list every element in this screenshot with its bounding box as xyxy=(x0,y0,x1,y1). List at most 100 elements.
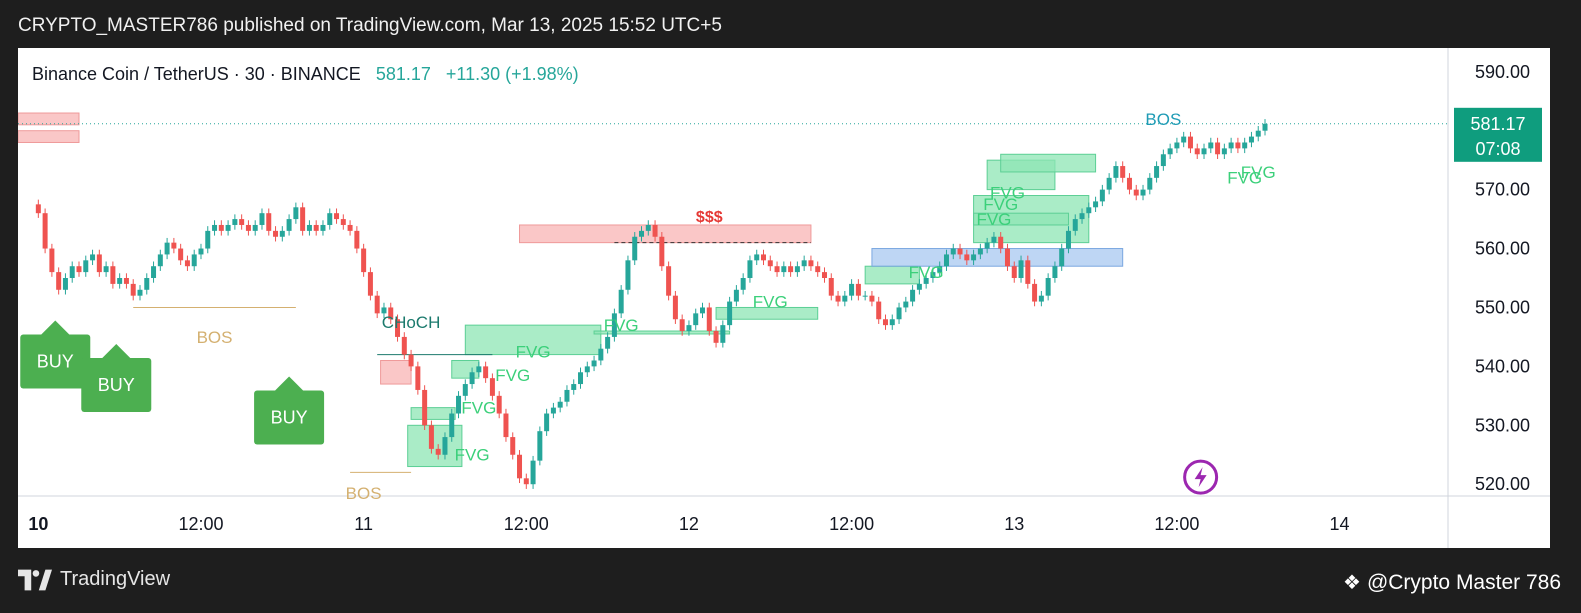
publish-info: CRYPTO_MASTER786 published on TradingVie… xyxy=(18,15,722,36)
candle-body xyxy=(1079,213,1085,220)
buy-signal-arrow xyxy=(275,376,304,391)
fvg-label: FVG xyxy=(753,292,788,311)
candle-body xyxy=(1052,266,1058,278)
candle-body xyxy=(259,213,265,225)
fvg-label: FVG xyxy=(1241,163,1276,182)
candle-body xyxy=(239,219,245,225)
candle-body xyxy=(659,236,665,267)
lightning-icon xyxy=(1183,459,1219,495)
watermark-text: @Crypto Master 786 xyxy=(1366,570,1561,594)
candle-body xyxy=(510,437,516,455)
candle-body xyxy=(69,266,75,278)
candlestick-chart[interactable]: BOSBOSBOSCHoCH$$$FVGFVGFVGFVGFVGFVGFVGFV… xyxy=(18,48,1550,548)
candle-body xyxy=(1194,148,1200,155)
candle-body xyxy=(1120,166,1126,178)
candle-body xyxy=(1154,166,1160,178)
candle-body xyxy=(435,448,441,455)
x-tick-label: 14 xyxy=(1330,514,1350,534)
candle-body xyxy=(1201,148,1207,155)
candle-body xyxy=(415,366,421,390)
candle-body xyxy=(537,431,543,461)
fvg-label: FVG xyxy=(461,399,496,418)
fvg-zone xyxy=(973,212,1069,226)
candle-body xyxy=(1086,207,1092,214)
candle-body xyxy=(83,260,89,273)
candle-body xyxy=(266,213,272,231)
candle-body xyxy=(801,260,807,267)
candle-body xyxy=(340,219,346,225)
candle-body xyxy=(991,236,997,243)
tradingview-brand: TradingView xyxy=(60,568,171,590)
buy-signal-arrow xyxy=(102,344,131,359)
candle-body xyxy=(361,248,367,273)
publish-header: CRYPTO_MASTER786 published on TradingVie… xyxy=(0,0,1581,48)
candle-body xyxy=(835,295,841,302)
candle-body xyxy=(198,248,204,255)
author-watermark: ❖ @Crypto Master 786 xyxy=(1343,570,1561,595)
fvg-zone xyxy=(451,359,480,379)
candle-body xyxy=(496,395,502,414)
candle-body xyxy=(998,236,1004,249)
candle-body xyxy=(774,266,780,273)
candle-body xyxy=(300,207,306,231)
candle-body xyxy=(754,254,760,261)
candle-body xyxy=(1018,260,1024,278)
fvg-label: FVG xyxy=(976,210,1011,229)
candle-body xyxy=(910,289,916,302)
candle-body xyxy=(706,307,712,332)
candle-body xyxy=(381,307,387,314)
candle-body xyxy=(171,242,177,249)
footer-bar: TradingView ❖ @Crypto Master 786 xyxy=(0,548,1581,613)
candle-body xyxy=(523,478,529,485)
candle-body xyxy=(462,384,468,396)
candle-body xyxy=(178,248,184,261)
candle-body xyxy=(191,254,197,267)
candle-body xyxy=(184,260,190,267)
candle-body xyxy=(984,242,990,249)
chart-frame[interactable]: BOS BOS BOS CHoCH $$$ FVG FVG FVG FVG FVG FVG FVG FV… xyxy=(18,48,1550,548)
x-tick-label: 12:00 xyxy=(504,514,549,534)
candle-body xyxy=(205,230,211,249)
candle-body xyxy=(483,366,489,379)
x-tick-label: 12:00 xyxy=(178,514,223,534)
fvg-zone xyxy=(464,324,602,356)
candle-body xyxy=(327,213,333,225)
candle-body xyxy=(747,260,753,278)
candle-body xyxy=(788,266,794,273)
tradingview-logo-icon xyxy=(18,569,52,590)
candle-body xyxy=(1160,154,1166,167)
candle-body xyxy=(273,230,279,237)
candle-body xyxy=(672,295,678,320)
candle-body xyxy=(598,348,604,361)
candle-body xyxy=(571,384,577,390)
candle-body xyxy=(1187,136,1193,149)
candle-body xyxy=(584,366,590,373)
candle-body xyxy=(96,254,102,273)
fvg-label: FVG xyxy=(990,183,1025,202)
candle-body xyxy=(1140,189,1146,196)
x-tick-label: 13 xyxy=(1004,514,1024,534)
candle-body xyxy=(374,295,380,314)
fvg-zone xyxy=(410,407,456,420)
tradingview-logo[interactable]: TradingView xyxy=(18,568,170,591)
candle-body xyxy=(334,213,340,220)
candle-body xyxy=(1167,148,1173,155)
supply-zone xyxy=(18,130,80,143)
candle-body xyxy=(652,224,658,237)
candle-body xyxy=(1032,283,1038,302)
fvg-label: FVG xyxy=(983,195,1018,214)
candle-body xyxy=(943,254,949,267)
candle-body xyxy=(1093,201,1099,208)
candle-body xyxy=(855,283,861,296)
buy-signal-box xyxy=(20,334,91,389)
candle-body xyxy=(306,224,312,231)
y-tick-label: 520.00 xyxy=(1475,474,1530,494)
buy-signal-label: BUY xyxy=(37,351,74,371)
candle-body xyxy=(794,266,800,273)
symbol-legend: Binance Coin / TetherUS · 30 · BINANCE 5… xyxy=(32,64,579,85)
y-tick-label: 550.00 xyxy=(1475,297,1530,317)
fvg-zone xyxy=(1000,153,1097,173)
candle-body xyxy=(923,278,929,284)
candle-body xyxy=(1221,148,1227,155)
candle-body xyxy=(1004,248,1010,267)
